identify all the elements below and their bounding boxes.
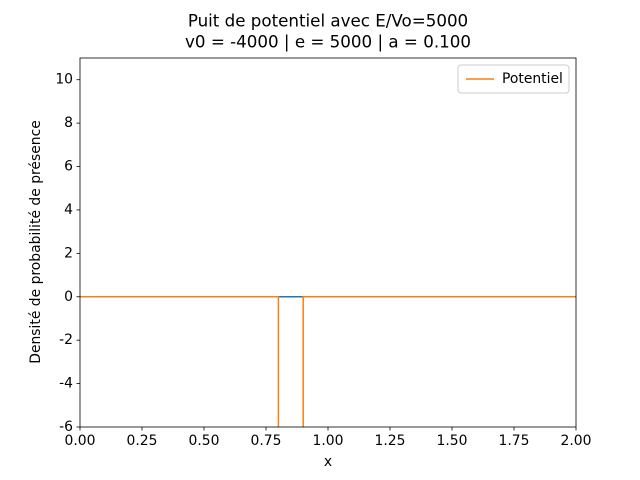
y-tick-label: 10	[55, 72, 73, 88]
x-tick-label: 1.00	[313, 433, 344, 449]
y-tick-label: 6	[64, 159, 73, 175]
y-axis-label: Densité de probabilité de présence	[28, 120, 44, 364]
y-tick-label: -4	[59, 376, 73, 392]
x-tick-label: 1.75	[499, 433, 530, 449]
chart-title: Puit de potentiel avec E/Vo=5000	[188, 11, 468, 31]
y-tick-label: 2	[64, 245, 73, 261]
line-series	[80, 296, 576, 427]
x-tick-label: 0.25	[127, 433, 158, 449]
x-tick-label: 0.50	[189, 433, 220, 449]
x-tick-label: 1.25	[375, 433, 406, 449]
x-tick-label: 2.00	[561, 433, 592, 449]
legend-box	[457, 64, 570, 94]
plot-frame	[79, 57, 577, 428]
y-tick-label: -2	[59, 332, 73, 348]
y-tick-label: 8	[64, 115, 73, 131]
x-tick-label: 0.00	[65, 433, 96, 449]
x-tick-label: 0.75	[251, 433, 282, 449]
y-tick-label: 4	[64, 202, 73, 218]
y-tick-label: 0	[64, 289, 73, 305]
chart-subtitle: v0 = -4000 | e = 5000 | a = 0.100	[185, 32, 471, 52]
plot-area	[80, 296, 576, 427]
x-axis-label: x	[324, 454, 332, 470]
y-tick-label: -6	[59, 419, 73, 435]
x-tick-label: 1.50	[437, 433, 468, 449]
legend-label: Potentiel	[502, 71, 563, 87]
